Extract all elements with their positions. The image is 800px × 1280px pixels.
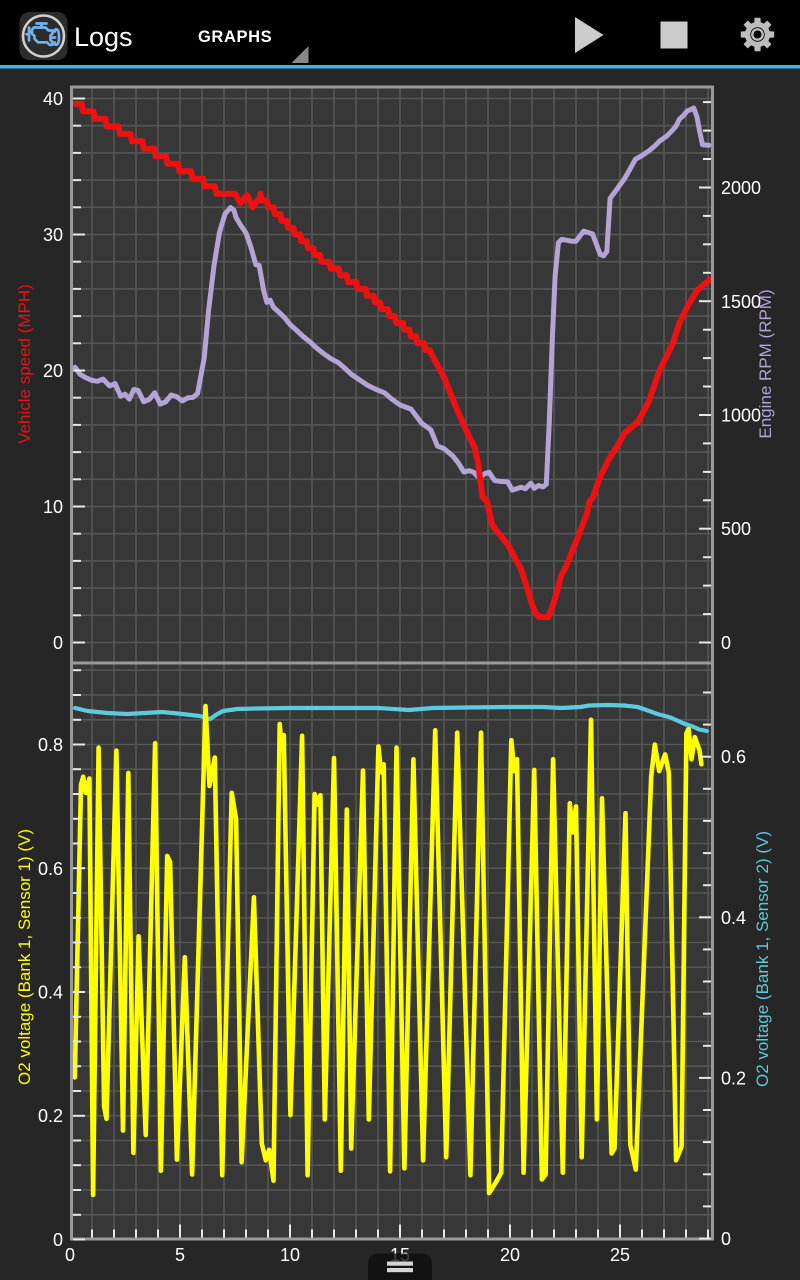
svg-text:Logs: Logs xyxy=(74,22,133,52)
svg-text:0: 0 xyxy=(721,1229,731,1249)
svg-text:Engine RPM (RPM): Engine RPM (RPM) xyxy=(756,289,775,438)
svg-text:0.4: 0.4 xyxy=(38,983,63,1003)
svg-text:10: 10 xyxy=(43,497,63,517)
svg-text:1500: 1500 xyxy=(721,292,761,312)
svg-text:0.2: 0.2 xyxy=(38,1106,63,1126)
svg-text:0: 0 xyxy=(53,633,63,653)
svg-text:0: 0 xyxy=(721,633,731,653)
svg-text:0.6: 0.6 xyxy=(38,859,63,879)
svg-text:30: 30 xyxy=(43,225,63,245)
svg-text:20: 20 xyxy=(500,1245,520,1265)
svg-text:0: 0 xyxy=(53,1230,63,1250)
svg-text:40: 40 xyxy=(43,89,63,109)
svg-text:0.4: 0.4 xyxy=(721,908,746,928)
svg-text:5: 5 xyxy=(175,1245,185,1265)
svg-text:0.8: 0.8 xyxy=(38,735,63,755)
svg-text:GRAPHS: GRAPHS xyxy=(198,28,272,46)
svg-text:O2 voltage (Bank 1, Sensor 1): O2 voltage (Bank 1, Sensor 1) (V) xyxy=(15,829,34,1085)
svg-text:0.6: 0.6 xyxy=(721,747,746,767)
svg-text:O2 voltage (Bank 1, Sensor 2): O2 voltage (Bank 1, Sensor 2) (V) xyxy=(753,831,772,1087)
svg-text:2000: 2000 xyxy=(721,178,761,198)
svg-text:10: 10 xyxy=(280,1245,300,1265)
svg-text:Vehicle speed (MPH): Vehicle speed (MPH) xyxy=(15,284,34,444)
svg-text:0: 0 xyxy=(65,1245,75,1265)
svg-text:500: 500 xyxy=(721,519,751,539)
svg-text:25: 25 xyxy=(610,1245,630,1265)
svg-text:1000: 1000 xyxy=(721,406,761,426)
svg-text:20: 20 xyxy=(43,361,63,381)
svg-text:0.2: 0.2 xyxy=(721,1068,746,1088)
